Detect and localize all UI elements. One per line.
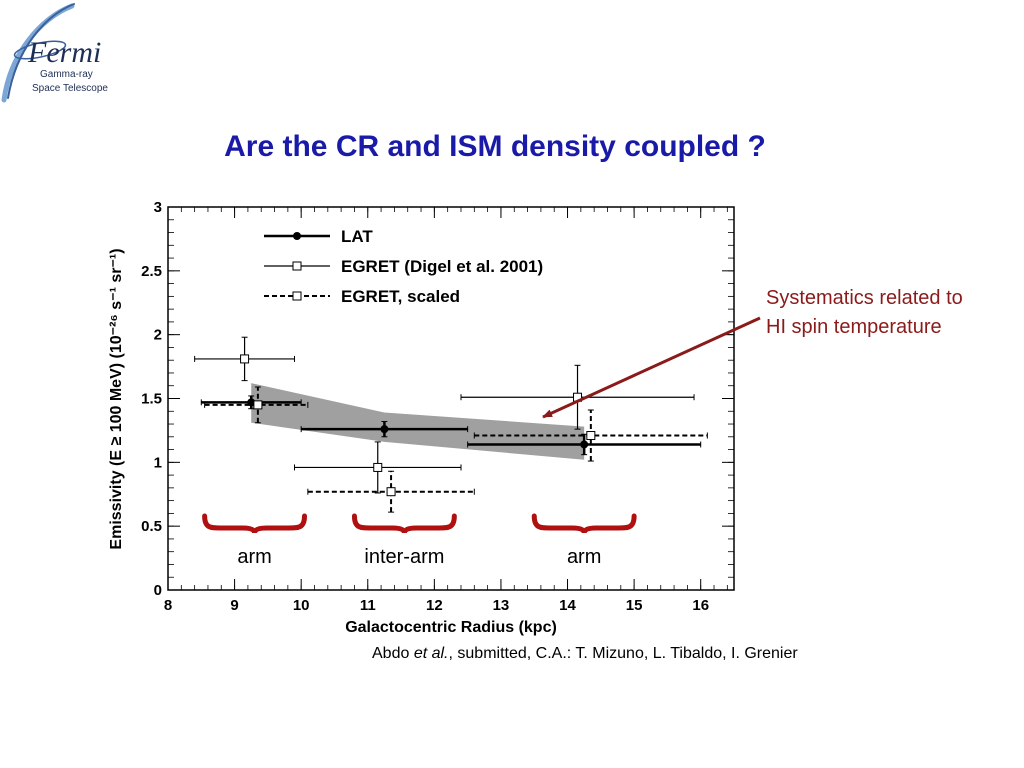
band-area bbox=[251, 383, 585, 460]
citation: Abdo et al., submitted, C.A.: T. Mizuno,… bbox=[372, 645, 798, 663]
legend-marker bbox=[292, 291, 302, 301]
region-label: arm bbox=[567, 546, 601, 568]
x-axis-label: Galactocentric Radius (kpc) bbox=[345, 619, 557, 636]
legend-label: LAT bbox=[341, 227, 373, 246]
logo-swoosh-dark-icon bbox=[7, 3, 75, 99]
y-tick-label: 2.5 bbox=[141, 263, 162, 280]
series-1-point-0 bbox=[194, 336, 296, 382]
x-tick-label: 16 bbox=[692, 597, 709, 614]
x-tick-label: 9 bbox=[230, 597, 238, 614]
logo-line2: Space Telescope bbox=[32, 83, 108, 94]
legend-label: EGRET (Digel et al. 2001) bbox=[341, 257, 543, 276]
citation-author: Abdo bbox=[372, 645, 414, 662]
logo-line1: Gamma-ray bbox=[40, 69, 93, 80]
x-tick-label: 14 bbox=[559, 597, 576, 614]
legend-entry-2: EGRET, scaled bbox=[264, 287, 460, 306]
axis-ticks: 8 9 10 11 12 13 14 15 16 0 0.5 1 1.5 2 2.5 3 bbox=[141, 199, 734, 614]
citation-rest: , submitted, C.A.: T. Mizuno, L. Tibaldo… bbox=[448, 645, 798, 662]
brace-icon bbox=[202, 513, 308, 534]
region-2: arm bbox=[531, 513, 637, 568]
logo-orbit-icon bbox=[13, 40, 67, 60]
y-tick-label: 0.5 bbox=[141, 518, 162, 535]
x-tick-label: 13 bbox=[493, 597, 510, 614]
series-0-point-2 bbox=[467, 433, 702, 456]
fermi-logo: Fermi Gamma-ray Space Telescope bbox=[1, 3, 108, 103]
series-1-point-2 bbox=[460, 364, 695, 430]
legend: LAT EGRET (Digel et al. 2001) EGRET, scale… bbox=[264, 227, 543, 306]
data-series bbox=[194, 336, 708, 513]
region-braces: arm inter-arm arm bbox=[202, 513, 637, 568]
legend-label: EGRET, scaled bbox=[341, 287, 460, 306]
annotation-line-2: HI spin temperature bbox=[766, 316, 942, 338]
y-tick-label: 3 bbox=[154, 199, 162, 216]
series-2-point-2 bbox=[473, 409, 708, 462]
data-point bbox=[586, 431, 596, 441]
region-0: arm bbox=[202, 513, 308, 568]
data-point bbox=[373, 462, 383, 472]
logo-brand: Fermi bbox=[27, 36, 101, 69]
data-point bbox=[380, 425, 389, 434]
region-1: inter-arm bbox=[351, 513, 457, 568]
systematics-annotation: Systematics related to HI spin temperatu… bbox=[766, 284, 1021, 342]
x-tick-label: 11 bbox=[360, 597, 376, 614]
lat-systematics-band bbox=[251, 383, 585, 460]
series-1-point-1 bbox=[294, 441, 462, 494]
y-tick-label: 2 bbox=[154, 327, 162, 344]
y-tick-label: 1.5 bbox=[141, 391, 162, 408]
annotation-line-1: Systematics related to bbox=[766, 287, 963, 309]
data-point bbox=[386, 487, 396, 497]
brace-icon bbox=[351, 513, 457, 534]
legend-marker bbox=[292, 261, 302, 271]
legend-entry-0: LAT bbox=[264, 227, 373, 246]
citation-etal: et al. bbox=[413, 645, 449, 662]
series-0-point-1 bbox=[300, 420, 469, 438]
data-point bbox=[580, 440, 589, 449]
series-2-point-0 bbox=[204, 386, 309, 424]
series-2-point-1 bbox=[307, 470, 475, 513]
annotation-arrow bbox=[542, 316, 761, 419]
legend-entry-1: EGRET (Digel et al. 2001) bbox=[264, 257, 543, 276]
slide-title: Are the CR and ISM density coupled ? bbox=[224, 130, 766, 163]
data-point bbox=[253, 400, 263, 410]
x-tick-label: 15 bbox=[626, 597, 643, 614]
y-tick-label: 0 bbox=[154, 582, 162, 599]
brace-icon bbox=[531, 513, 637, 534]
legend-marker bbox=[293, 232, 301, 240]
y-tick-label: 1 bbox=[154, 454, 162, 471]
x-tick-label: 8 bbox=[164, 597, 172, 614]
region-label: arm bbox=[237, 546, 271, 568]
region-label: inter-arm bbox=[364, 546, 444, 568]
x-tick-label: 12 bbox=[426, 597, 443, 614]
x-tick-label: 10 bbox=[293, 597, 310, 614]
data-point bbox=[240, 354, 250, 364]
y-axis-label: Emissivity (E ≥ 100 MeV) (10⁻²⁶ s⁻¹ sr⁻¹… bbox=[108, 248, 125, 549]
